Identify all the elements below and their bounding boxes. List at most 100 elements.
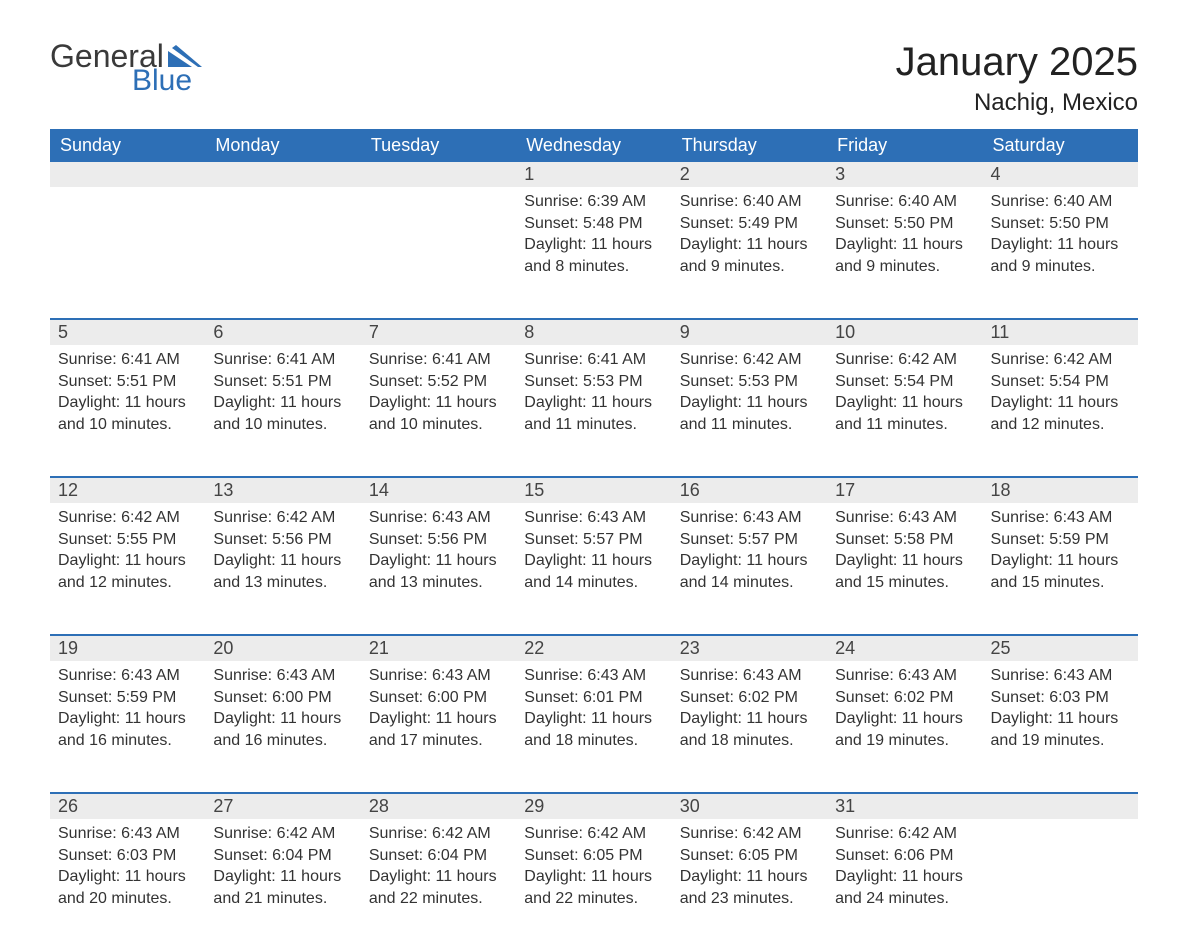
- day-content-cell: Sunrise: 6:43 AMSunset: 5:56 PMDaylight:…: [361, 503, 516, 635]
- sunrise-text: Sunrise: 6:42 AM: [58, 507, 197, 529]
- day-number-cell: 4: [983, 162, 1138, 187]
- day-content-cell: [361, 187, 516, 319]
- sunrise-text: Sunrise: 6:43 AM: [58, 665, 197, 687]
- sunset-text: Sunset: 5:48 PM: [524, 213, 663, 235]
- sunset-text: Sunset: 6:00 PM: [213, 687, 352, 709]
- day-number-cell: 11: [983, 319, 1138, 345]
- day-number-cell: 1: [516, 162, 671, 187]
- weekday-header: Friday: [827, 129, 982, 162]
- sunrise-text: Sunrise: 6:43 AM: [524, 665, 663, 687]
- sunrise-text: Sunrise: 6:43 AM: [680, 665, 819, 687]
- daylight-text: Daylight: 11 hours and 9 minutes.: [835, 234, 974, 277]
- sunrise-text: Sunrise: 6:43 AM: [680, 507, 819, 529]
- sunset-text: Sunset: 5:53 PM: [680, 371, 819, 393]
- day-content-row: Sunrise: 6:43 AMSunset: 6:03 PMDaylight:…: [50, 819, 1138, 951]
- day-content-cell: Sunrise: 6:43 AMSunset: 5:58 PMDaylight:…: [827, 503, 982, 635]
- day-number-cell: 25: [983, 635, 1138, 661]
- day-content-cell: Sunrise: 6:42 AMSunset: 6:04 PMDaylight:…: [205, 819, 360, 951]
- daylight-text: Daylight: 11 hours and 24 minutes.: [835, 866, 974, 909]
- daylight-text: Daylight: 11 hours and 13 minutes.: [213, 550, 352, 593]
- sunrise-text: Sunrise: 6:41 AM: [369, 349, 508, 371]
- daylight-text: Daylight: 11 hours and 19 minutes.: [991, 708, 1130, 751]
- weekday-header: Sunday: [50, 129, 205, 162]
- day-content-cell: Sunrise: 6:43 AMSunset: 5:59 PMDaylight:…: [983, 503, 1138, 635]
- day-number-cell: 9: [672, 319, 827, 345]
- day-content-row: Sunrise: 6:43 AMSunset: 5:59 PMDaylight:…: [50, 661, 1138, 793]
- day-content-cell: Sunrise: 6:42 AMSunset: 6:05 PMDaylight:…: [672, 819, 827, 951]
- daylight-text: Daylight: 11 hours and 12 minutes.: [991, 392, 1130, 435]
- day-number-cell: 5: [50, 319, 205, 345]
- daylight-text: Daylight: 11 hours and 19 minutes.: [835, 708, 974, 751]
- month-title: January 2025: [896, 40, 1138, 85]
- day-number-cell: [205, 162, 360, 187]
- day-content-cell: Sunrise: 6:41 AMSunset: 5:51 PMDaylight:…: [205, 345, 360, 477]
- sunset-text: Sunset: 6:04 PM: [369, 845, 508, 867]
- sunset-text: Sunset: 6:05 PM: [680, 845, 819, 867]
- day-number-cell: 24: [827, 635, 982, 661]
- day-number-cell: 22: [516, 635, 671, 661]
- daylight-text: Daylight: 11 hours and 22 minutes.: [524, 866, 663, 909]
- day-number-cell: 28: [361, 793, 516, 819]
- sunset-text: Sunset: 5:58 PM: [835, 529, 974, 551]
- sunset-text: Sunset: 5:54 PM: [991, 371, 1130, 393]
- daylight-text: Daylight: 11 hours and 11 minutes.: [524, 392, 663, 435]
- sunrise-text: Sunrise: 6:41 AM: [58, 349, 197, 371]
- daylight-text: Daylight: 11 hours and 14 minutes.: [524, 550, 663, 593]
- day-content-cell: Sunrise: 6:42 AMSunset: 5:54 PMDaylight:…: [827, 345, 982, 477]
- sunset-text: Sunset: 5:57 PM: [524, 529, 663, 551]
- day-content-cell: Sunrise: 6:43 AMSunset: 6:00 PMDaylight:…: [205, 661, 360, 793]
- sunrise-text: Sunrise: 6:42 AM: [991, 349, 1130, 371]
- day-number-cell: 31: [827, 793, 982, 819]
- day-number-cell: 18: [983, 477, 1138, 503]
- sunset-text: Sunset: 5:50 PM: [991, 213, 1130, 235]
- daylight-text: Daylight: 11 hours and 18 minutes.: [680, 708, 819, 751]
- day-content-cell: Sunrise: 6:43 AMSunset: 6:03 PMDaylight:…: [983, 661, 1138, 793]
- day-number-cell: 2: [672, 162, 827, 187]
- sunrise-text: Sunrise: 6:43 AM: [369, 665, 508, 687]
- sunset-text: Sunset: 5:56 PM: [213, 529, 352, 551]
- sunrise-text: Sunrise: 6:43 AM: [524, 507, 663, 529]
- sunset-text: Sunset: 5:59 PM: [991, 529, 1130, 551]
- day-number-cell: 17: [827, 477, 982, 503]
- page-header: General Blue January 2025 Nachig, Mexico: [50, 40, 1138, 117]
- day-number-cell: 13: [205, 477, 360, 503]
- sunset-text: Sunset: 5:50 PM: [835, 213, 974, 235]
- day-number-cell: 6: [205, 319, 360, 345]
- day-content-cell: Sunrise: 6:41 AMSunset: 5:53 PMDaylight:…: [516, 345, 671, 477]
- sunrise-text: Sunrise: 6:43 AM: [835, 665, 974, 687]
- day-number-cell: 21: [361, 635, 516, 661]
- day-number-cell: [361, 162, 516, 187]
- sunrise-text: Sunrise: 6:42 AM: [835, 823, 974, 845]
- day-content-cell: Sunrise: 6:42 AMSunset: 5:55 PMDaylight:…: [50, 503, 205, 635]
- weekday-header: Monday: [205, 129, 360, 162]
- day-number-cell: 19: [50, 635, 205, 661]
- day-number-cell: 10: [827, 319, 982, 345]
- sunset-text: Sunset: 6:01 PM: [524, 687, 663, 709]
- daylight-text: Daylight: 11 hours and 10 minutes.: [58, 392, 197, 435]
- weekday-header: Wednesday: [516, 129, 671, 162]
- daylight-text: Daylight: 11 hours and 18 minutes.: [524, 708, 663, 751]
- daylight-text: Daylight: 11 hours and 17 minutes.: [369, 708, 508, 751]
- sunrise-text: Sunrise: 6:43 AM: [991, 507, 1130, 529]
- daylight-text: Daylight: 11 hours and 14 minutes.: [680, 550, 819, 593]
- day-content-cell: Sunrise: 6:43 AMSunset: 5:57 PMDaylight:…: [516, 503, 671, 635]
- title-block: January 2025 Nachig, Mexico: [896, 40, 1138, 117]
- daylight-text: Daylight: 11 hours and 15 minutes.: [991, 550, 1130, 593]
- day-content-row: Sunrise: 6:41 AMSunset: 5:51 PMDaylight:…: [50, 345, 1138, 477]
- sunrise-text: Sunrise: 6:42 AM: [369, 823, 508, 845]
- day-content-cell: [983, 819, 1138, 951]
- day-number-row: 19202122232425: [50, 635, 1138, 661]
- sunrise-text: Sunrise: 6:43 AM: [991, 665, 1130, 687]
- day-content-cell: Sunrise: 6:41 AMSunset: 5:51 PMDaylight:…: [50, 345, 205, 477]
- daylight-text: Daylight: 11 hours and 10 minutes.: [213, 392, 352, 435]
- sunset-text: Sunset: 6:04 PM: [213, 845, 352, 867]
- day-number-cell: 12: [50, 477, 205, 503]
- day-content-cell: Sunrise: 6:42 AMSunset: 5:53 PMDaylight:…: [672, 345, 827, 477]
- daylight-text: Daylight: 11 hours and 11 minutes.: [680, 392, 819, 435]
- sunset-text: Sunset: 5:56 PM: [369, 529, 508, 551]
- daylight-text: Daylight: 11 hours and 9 minutes.: [991, 234, 1130, 277]
- sunrise-text: Sunrise: 6:43 AM: [835, 507, 974, 529]
- sunrise-text: Sunrise: 6:40 AM: [680, 191, 819, 213]
- day-content-cell: Sunrise: 6:42 AMSunset: 5:56 PMDaylight:…: [205, 503, 360, 635]
- day-content-row: Sunrise: 6:39 AMSunset: 5:48 PMDaylight:…: [50, 187, 1138, 319]
